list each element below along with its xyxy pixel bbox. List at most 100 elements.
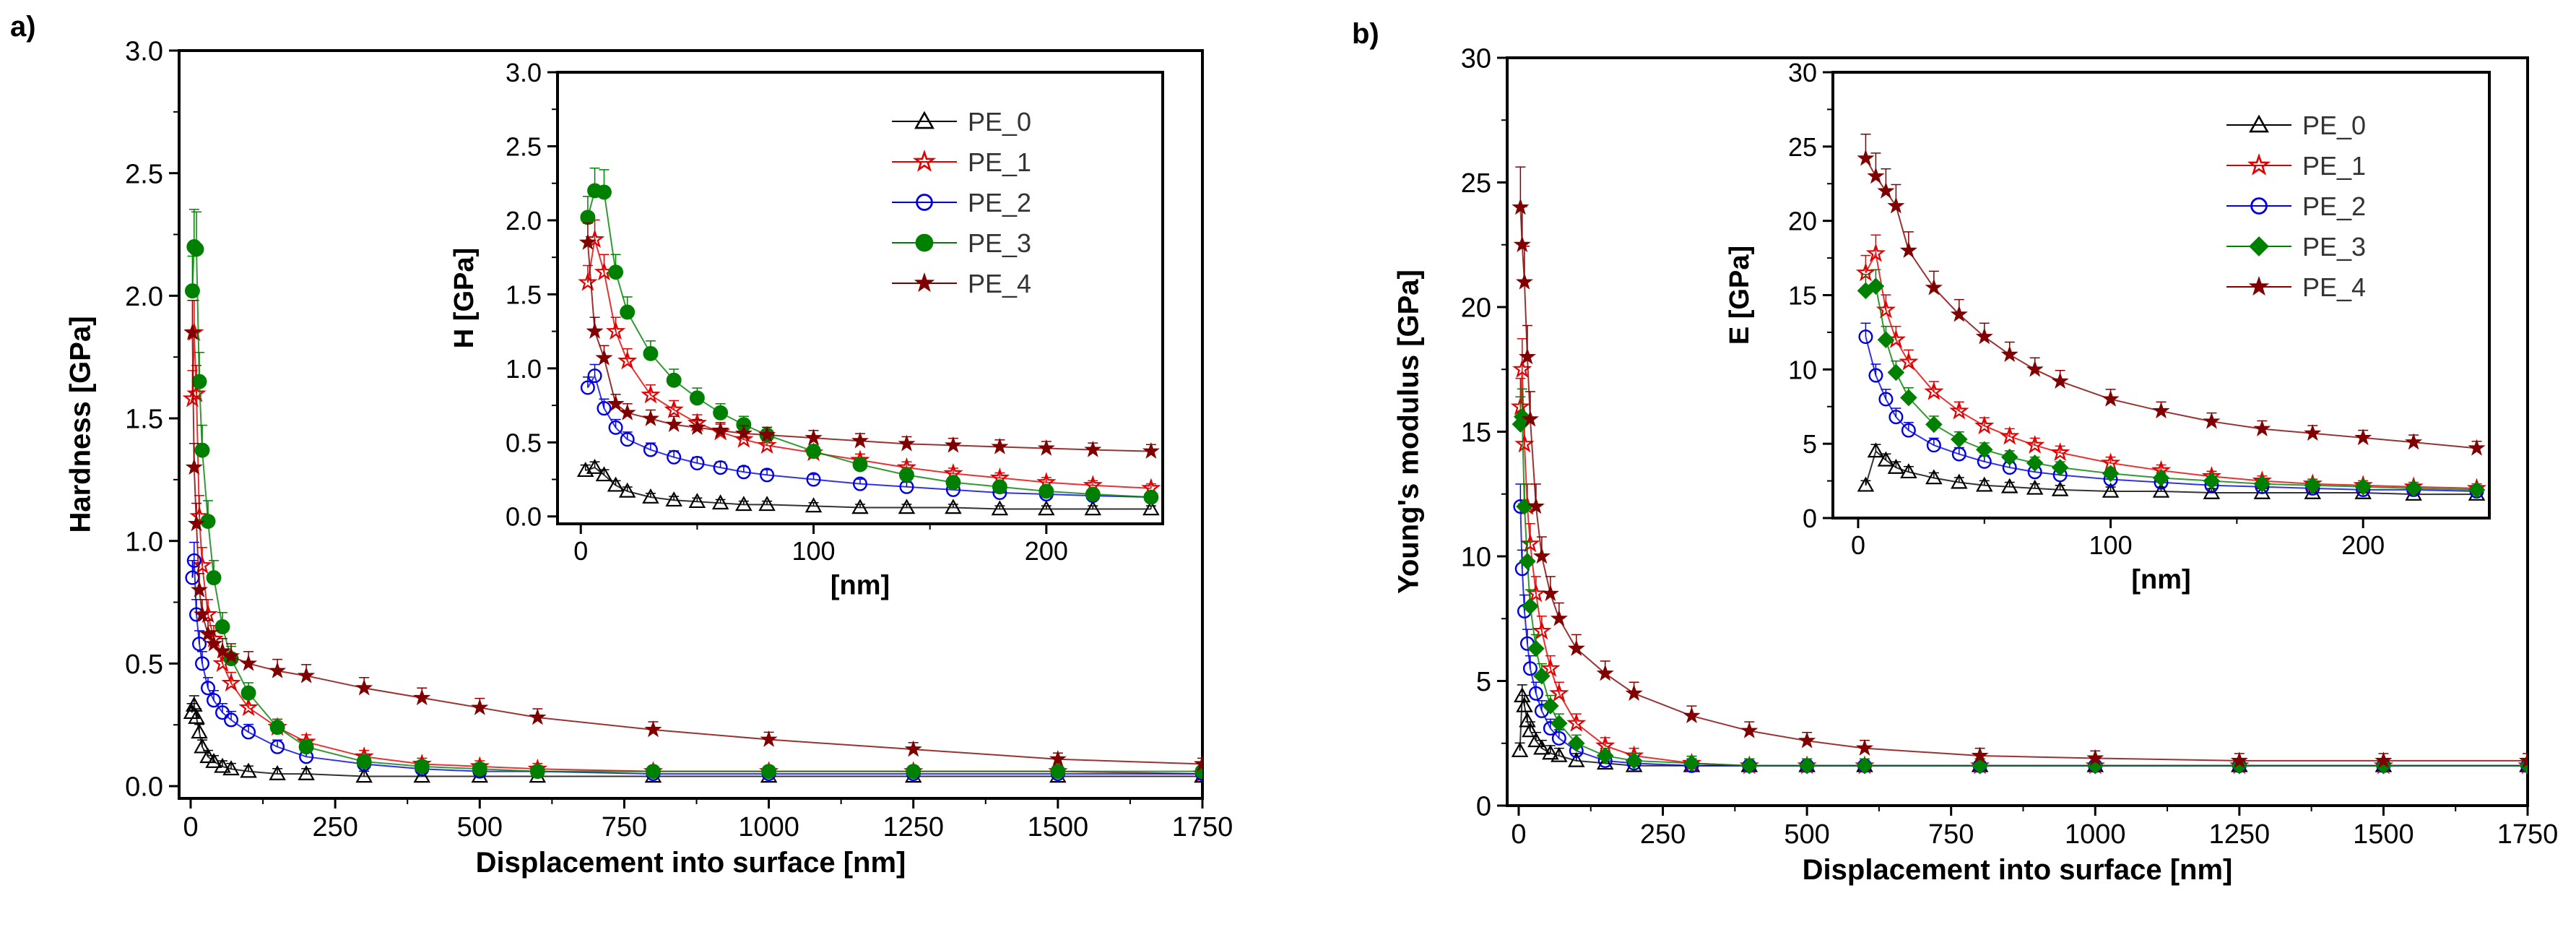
panel-label-b: b)	[1352, 18, 1379, 50]
inset-a-y-tick-label: 0.5	[506, 428, 542, 457]
main-a-x-tick-label: 1000	[738, 812, 799, 842]
legend-label-pe_3: PE_3	[2302, 232, 2366, 262]
inset-a-y-tick-label: 2.0	[506, 206, 542, 236]
inset-b-y-axis-label: E [GPa]	[1725, 246, 1755, 345]
legend-a: PE_0 PE_1 PE_2 PE_3 PE_4	[892, 107, 1031, 298]
inset-a-point-pe_3	[608, 264, 624, 280]
main-b-y-tick-label: 20	[1461, 293, 1491, 324]
inset-a-point-pe_3	[666, 372, 682, 388]
main-a-point-pe_3	[191, 374, 207, 389]
main-a-y-tick-label: 0.0	[125, 772, 163, 803]
legend-label-pe_2: PE_2	[2302, 191, 2366, 221]
main-a-x-tick-label: 750	[602, 812, 647, 842]
main-b-y-tick-label: 0	[1476, 792, 1491, 822]
legend-label-pe_4: PE_4	[968, 269, 1031, 298]
inset-a-point-pe_3	[689, 390, 705, 406]
main-a-point-pe_3	[214, 619, 230, 634]
main-a-point-pe_3	[298, 739, 314, 755]
inset-a-y-tick-label: 0.0	[506, 502, 542, 532]
main-a-y-tick-label: 2.5	[125, 159, 163, 189]
inset-a-point-pe_3	[806, 444, 821, 460]
inset-a-point-pe_3	[992, 479, 1007, 495]
inset-b-y-tick-label: 0	[1803, 504, 1817, 533]
inset-a-y-tick-label: 3.0	[506, 58, 542, 87]
inset-b-y-tick-label: 30	[1788, 58, 1817, 87]
inset-a-y-axis-label: H [GPa]	[449, 248, 480, 348]
inset-a-series-group	[577, 167, 1160, 516]
main-a-point-pe_3	[414, 759, 430, 775]
main-a-y-tick-label: 2.0	[125, 282, 163, 312]
inset-b-y-tick-label: 15	[1788, 280, 1817, 310]
main-b-x-tick-label: 750	[1928, 819, 1974, 850]
hardness-chart: 0 250 500 750 1000 1250 1500 17500.00.51.01.52.…	[65, 37, 1233, 879]
inset-a-point-pe_3	[713, 405, 729, 421]
main-a-point-pe_3	[529, 764, 545, 780]
panel-label-a: a)	[10, 11, 36, 43]
main-b-y-tick-label: 10	[1461, 543, 1491, 573]
main-a-point-pe_3	[1050, 764, 1066, 780]
main-a-x-tick-label: 0	[183, 812, 198, 842]
legend-b: PE_0 PE_1 PE_2 PE_3 PE_4	[2226, 111, 2366, 302]
inset-a-point-pe_3	[1085, 486, 1101, 502]
inset-b-series-group	[1857, 133, 2486, 501]
main-a-point-pe_3	[906, 764, 921, 780]
main-b-x-tick-label: 250	[1640, 819, 1686, 850]
main-b-x-tick-label: 1750	[2497, 819, 2559, 850]
inset-a-point-pe_3	[899, 467, 914, 483]
main-b-y-tick-label: 30	[1461, 44, 1491, 74]
legend-label-pe_0: PE_0	[968, 107, 1031, 137]
legend-circle-filled-icon	[915, 233, 934, 252]
main-b-x-tick-label: 1000	[2065, 819, 2126, 850]
main-a-point-pe_3	[269, 720, 285, 736]
main-a-x-tick-label: 250	[312, 812, 357, 842]
inset-a-point-pe_3	[620, 304, 636, 320]
main-a-y-axis-label: Hardness [GPa]	[65, 316, 97, 532]
legend-label-pe_1: PE_1	[968, 147, 1031, 177]
inset-b-y-tick-label: 20	[1788, 207, 1817, 236]
main-b-series-group	[1512, 166, 2528, 775]
inset-a-point-pe_3	[852, 457, 868, 473]
main-a-point-pe_3	[194, 442, 210, 458]
main-a-point-pe_3	[188, 241, 204, 257]
inset-chart-a: 0 100 200 0.0 0.5 1.0 1.5 2.0 2.5 3.0 [nm] H [GPa] P…	[449, 58, 1164, 601]
main-a-y-tick-label: 1.5	[125, 405, 163, 435]
main-b-y-tick-label: 25	[1461, 168, 1491, 199]
main-a-point-pe_3	[206, 570, 222, 586]
main-b-x-tick-label: 1500	[2353, 819, 2414, 850]
legend-label-pe_0: PE_0	[2302, 111, 2366, 140]
main-b-x-tick-label: 500	[1784, 819, 1829, 850]
inset-a-x-tick-label: 200	[1025, 536, 1068, 566]
inset-b-x-axis-label: [nm]	[2131, 565, 2190, 595]
main-a-y-tick-label: 3.0	[125, 37, 163, 67]
main-a-point-pe_3	[184, 283, 200, 299]
main-a-point-pe_3	[761, 764, 777, 780]
inset-a-point-pe_3	[597, 184, 612, 200]
legend-label-pe_1: PE_1	[2302, 151, 2366, 181]
main-a-point-pe_3	[646, 764, 661, 780]
main-a-y-tick-label: 1.0	[125, 527, 163, 557]
inset-a-point-pe_3	[580, 210, 596, 225]
main-a-x-tick-label: 1500	[1028, 812, 1089, 842]
main-a-y-tick-label: 0.5	[125, 650, 163, 680]
inset-b-y-tick-label: 10	[1788, 355, 1817, 384]
main-b-x-tick-label: 0	[1511, 819, 1526, 850]
main-a-point-pe_3	[240, 685, 256, 701]
main-b-y-axis-label: Young's modulus [GPa]	[1393, 270, 1425, 594]
main-a-point-pe_3	[472, 761, 487, 777]
main-b-x-tick-label: 1250	[2209, 819, 2271, 850]
inset-a-point-pe_3	[945, 475, 961, 491]
inset-a-y-tick-label: 1.5	[506, 280, 542, 309]
main-a-point-pe_3	[356, 754, 372, 769]
inset-b-y-tick-label: 25	[1788, 132, 1817, 162]
main-b-y-tick-label: 5	[1476, 667, 1491, 697]
main-a-x-tick-label: 1250	[882, 812, 944, 842]
inset-a-x-tick-label: 0	[573, 536, 588, 566]
inset-a-y-tick-label: 1.0	[506, 354, 542, 384]
legend-label-pe_2: PE_2	[968, 188, 1031, 217]
inset-b-plot-frame	[1831, 71, 2491, 519]
inset-b-y-tick-label: 5	[1803, 429, 1817, 459]
main-a-x-tick-label: 1750	[1172, 812, 1233, 842]
legend-label-pe_3: PE_3	[968, 228, 1031, 258]
inset-a-point-pe_3	[643, 345, 659, 361]
